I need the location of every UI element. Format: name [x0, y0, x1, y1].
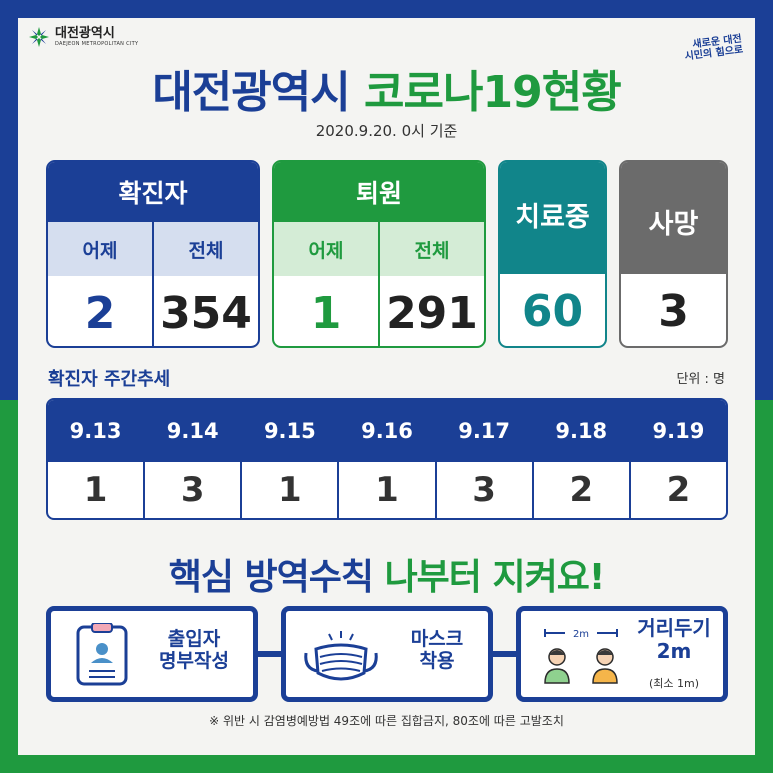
weekly-value: 1: [83, 470, 108, 510]
released-total-value: 291: [378, 276, 484, 346]
rule-1-line-1: 출입자: [167, 628, 221, 650]
treating-value: 60: [521, 285, 584, 337]
rule-3-line-2: 2m: [656, 639, 692, 663]
released-total-header: 전체: [378, 222, 484, 276]
weekly-column: 9.17 3: [434, 400, 532, 518]
weekly-column: 9.19 2: [628, 400, 726, 518]
confirmed-yesterday-value: 2: [84, 287, 116, 339]
logo-name: 대전광역시: [55, 26, 115, 41]
reference-date: 2020.9.20. 0시 기준: [315, 122, 458, 140]
confirmed-card: 확진자 어제 전체 2 354: [46, 160, 260, 348]
weekly-column: 9.14 3: [143, 400, 241, 518]
rule-visitor-log: 출입자 명부작성: [46, 606, 258, 702]
weekly-column: 9.13 1: [48, 400, 144, 518]
confirmed-yesterday-header: 어제: [82, 239, 118, 262]
released-label: 퇴원: [274, 162, 484, 222]
released-yesterday-value: 1: [310, 287, 342, 339]
death-label: 사망: [621, 162, 726, 274]
treating-label: 치료중: [500, 162, 605, 274]
weekly-date: 9.19: [630, 400, 726, 462]
released-card: 퇴원 어제 전체 1 291: [272, 160, 486, 348]
weekly-value: 1: [375, 470, 399, 510]
logo-subtitle: DAEJEON METROPOLITAN CITY: [55, 41, 139, 47]
city-logo: 대전광역시 DAEJEON METROPOLITAN CITY: [28, 26, 138, 48]
rules-title-part-2: 나부터 지켜요!: [384, 557, 606, 598]
title-topic: 코로나19현황: [364, 67, 622, 118]
weekly-table: 9.13 1 9.14 3 9.15 1 9.16 1 9.17 3 9.18 …: [46, 398, 728, 520]
death-value: 3: [658, 285, 689, 337]
mask-icon: [304, 631, 378, 681]
treating-card: 치료중 60: [498, 160, 607, 348]
weekly-column: 9.16 1: [337, 400, 435, 518]
weekly-value: 2: [666, 470, 691, 510]
distance-icon: 2m: [544, 629, 618, 684]
footnote: ※ 위반 시 감염병예방법 49조에 따른 집합금지, 80조에 따른 고발조치: [209, 714, 564, 728]
rule-social-distance: 2m 거리두기 2m (최소 1m): [516, 606, 728, 702]
weekly-column: 9.15 1: [240, 400, 338, 518]
released-yesterday-header: 어제: [308, 239, 344, 262]
rule-wear-mask: 마스크 착용: [281, 606, 493, 702]
weekly-date: 9.14: [145, 400, 241, 462]
weekly-unit: 단위 : 명: [676, 372, 725, 387]
clipboard-icon: [76, 623, 128, 686]
rule-1-line-2: 명부작성: [159, 649, 229, 672]
weekly-title: 확진자 주간추세: [48, 369, 171, 390]
confirmed-total-value: 354: [152, 276, 258, 346]
rules-title: 핵심 방역수칙 나부터 지켜요!: [0, 548, 773, 600]
rules-title-part-1: 핵심 방역수칙: [168, 557, 374, 598]
rule-3-line-1: 거리두기: [637, 616, 711, 640]
weekly-value: 2: [569, 470, 594, 510]
weekly-date: 9.17: [436, 400, 532, 462]
weekly-date: 9.13: [48, 400, 144, 462]
confirmed-label: 확진자: [48, 162, 258, 222]
page-title: 대전광역시 코로나19현황: [0, 56, 773, 120]
rule-2-line-1: 마스크: [410, 628, 464, 650]
rule-2-line-2: 착용: [419, 649, 455, 672]
weekly-date: 9.15: [242, 400, 338, 462]
weekly-value: 3: [472, 470, 496, 510]
weekly-date: 9.18: [533, 400, 629, 462]
confirmed-total-header: 전체: [152, 222, 258, 276]
city-emblem-icon: [29, 27, 49, 47]
weekly-value: 1: [278, 470, 302, 510]
death-card: 사망 3: [619, 160, 728, 348]
rule-3-note: (최소 1m): [648, 677, 700, 690]
weekly-date: 9.16: [339, 400, 435, 462]
title-city: 대전광역시: [152, 67, 350, 118]
weekly-column: 9.18 2: [531, 400, 629, 518]
weekly-value: 3: [180, 470, 205, 510]
distance-label: 2m: [573, 629, 589, 640]
